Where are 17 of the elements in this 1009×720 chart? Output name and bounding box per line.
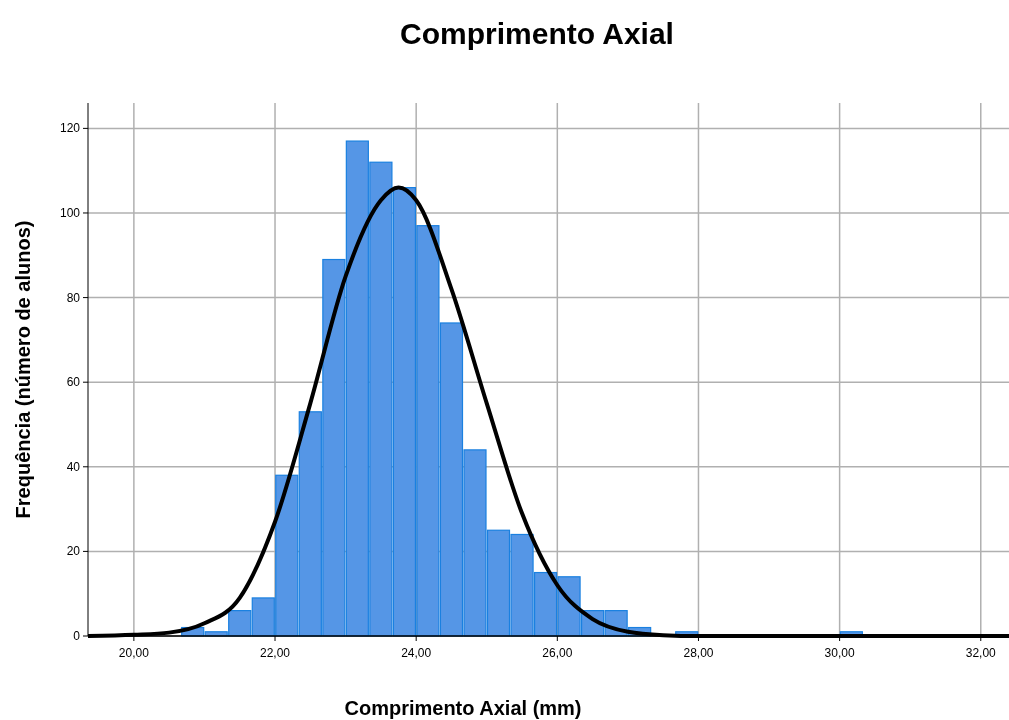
x-tick-label: 32,00 xyxy=(965,646,997,660)
x-tick-label: 30,00 xyxy=(824,646,855,660)
x-tick-label: 20,00 xyxy=(118,646,150,660)
x-tick-label: 22,00 xyxy=(260,646,291,660)
x-tick-label: 24,00 xyxy=(401,646,432,660)
y-tick-label: 40 xyxy=(66,459,81,474)
chart-title: Comprimento Axial xyxy=(400,17,674,50)
y-tick-label: 0 xyxy=(73,629,81,643)
y-tick-label: 120 xyxy=(59,121,81,136)
y-tick-label: 80 xyxy=(66,290,81,305)
y-tick-label: 100 xyxy=(59,205,81,220)
y-tick-label: 60 xyxy=(66,375,81,390)
x-tick-label: 28,00 xyxy=(683,646,714,660)
x-axis-title: Comprimento Axial (mm) xyxy=(344,697,582,719)
y-axis-title: Frequência (número de alunos) xyxy=(12,220,34,519)
x-tick-label: 26,00 xyxy=(542,646,573,660)
y-tick-label: 20 xyxy=(66,544,81,559)
